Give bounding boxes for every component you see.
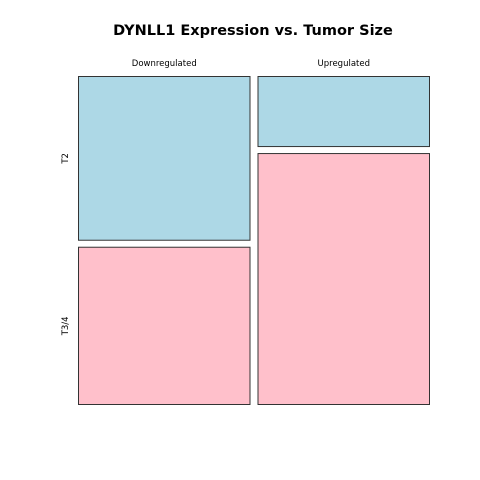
column-label-downregulated: Downregulated	[132, 59, 197, 69]
tile-downregulated-t2	[78, 76, 251, 241]
mosaic-tiles	[78, 76, 430, 405]
row-label-t2: T2	[61, 153, 71, 165]
row-labels: T2 T3/4	[61, 153, 71, 336]
tile-downregulated-t3-4	[78, 246, 251, 405]
tile-upregulated-t3-4	[257, 153, 430, 405]
row-label-t3-4: T3/4	[61, 316, 71, 336]
column-labels: Downregulated Upregulated	[132, 59, 370, 69]
column-label-upregulated: Upregulated	[318, 59, 370, 69]
tile-upregulated-t2	[257, 76, 430, 148]
chart-title: DYNLL1 Expression vs. Tumor Size	[113, 23, 393, 39]
